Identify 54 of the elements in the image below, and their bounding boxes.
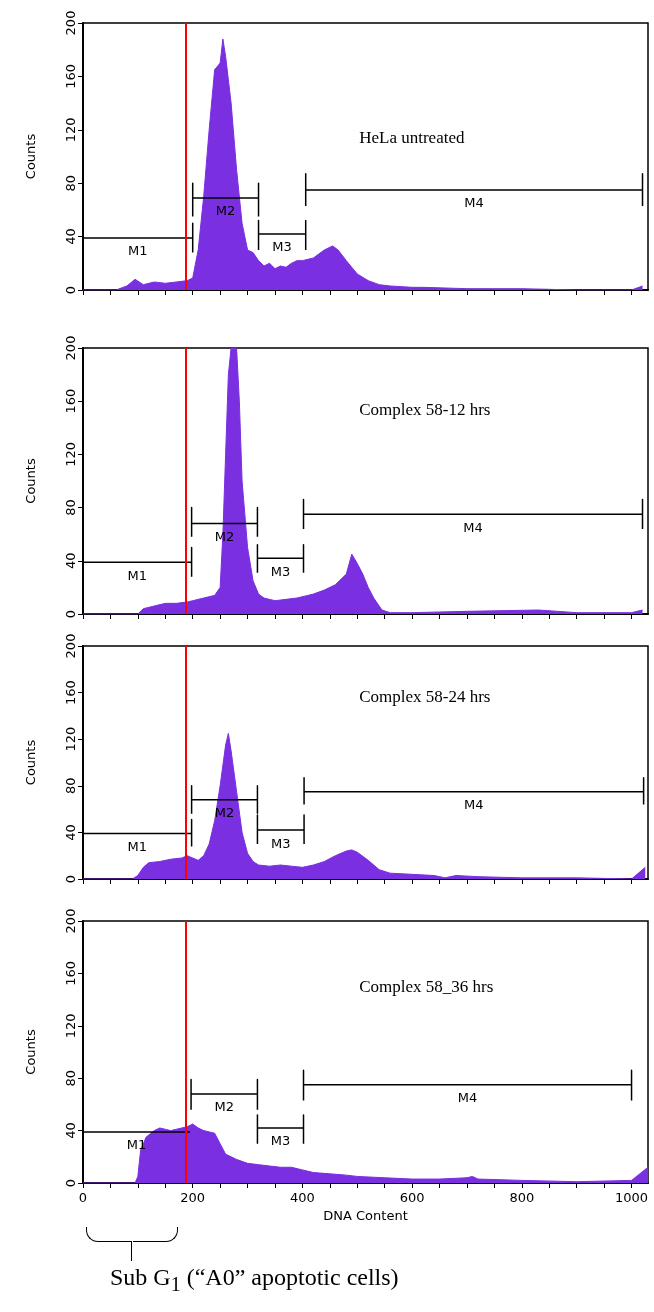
y-tick-label: 160 <box>63 63 78 89</box>
text: Complex 58-12 hrs <box>359 399 491 419</box>
y-axis-title: Counts <box>23 133 38 180</box>
annotation: M4 <box>464 195 484 211</box>
x-tick-label: 400 <box>290 1190 315 1205</box>
annotation: M4 <box>457 1090 478 1106</box>
y-tick-label: 200 <box>63 335 78 361</box>
y-tick-label: 160 <box>63 680 78 706</box>
annotation: M3 <box>272 239 292 255</box>
y-axis-title: Counts <box>23 739 38 786</box>
y-tick-label: 40 <box>63 1122 78 1139</box>
y-tick-label: 80 <box>63 1069 78 1087</box>
y-tick-label: 120 <box>63 441 78 467</box>
y-axis-title: Counts <box>23 458 38 504</box>
y-tick-label: 40 <box>63 552 78 570</box>
text: Sub G$_{1}$ (“A0” apoptotic cells) <box>110 1264 399 1296</box>
annotation: M4 <box>463 519 483 535</box>
y-tick-label: 200 <box>63 10 78 36</box>
y-tick-label: 80 <box>63 777 78 795</box>
annotation: M1 <box>127 567 148 583</box>
y-tick-label: 200 <box>63 633 78 659</box>
annotation: M1 <box>128 243 148 259</box>
y-tick-label: 160 <box>63 388 78 414</box>
x-tick-label: 1000 <box>615 1190 649 1205</box>
annotation: M3 <box>270 563 291 579</box>
x-tick-label: 200 <box>180 1190 206 1205</box>
y-tick-label: 0 <box>63 609 78 619</box>
x-tick-label: 600 <box>399 1190 425 1205</box>
y-tick-label: 120 <box>63 117 78 143</box>
y-tick-label: 0 <box>63 874 78 884</box>
x-tick-label: 0 <box>78 1190 88 1205</box>
y-tick-label: 80 <box>63 499 78 516</box>
text: Complex 58-24 hrs <box>359 687 491 707</box>
annotation: M1 <box>127 839 148 855</box>
annotation: M4 <box>464 797 484 813</box>
annotation: M3 <box>271 835 291 851</box>
x-tick-label: 800 <box>509 1190 535 1205</box>
y-tick-label: 0 <box>63 285 78 295</box>
annotation: M2 <box>214 1099 234 1115</box>
y-axis-title: Counts <box>23 1029 38 1075</box>
annotation: M3 <box>270 1133 291 1149</box>
y-tick-label: 120 <box>63 1013 78 1039</box>
y-tick-label: 120 <box>63 726 78 752</box>
y-tick-label: 80 <box>63 174 78 192</box>
x-axis-title: DNA Content <box>323 1208 408 1223</box>
annotation: M2 <box>214 805 235 821</box>
text: Complex 58_36 hrs <box>359 977 494 997</box>
y-tick-label: 40 <box>63 824 78 841</box>
text: HeLa untreated <box>359 128 465 148</box>
y-tick-label: 40 <box>63 228 78 245</box>
y-tick-label: 0 <box>63 1178 78 1188</box>
y-tick-label: 200 <box>63 908 78 934</box>
annotation: M2 <box>215 203 236 219</box>
y-tick-label: 160 <box>63 960 78 986</box>
